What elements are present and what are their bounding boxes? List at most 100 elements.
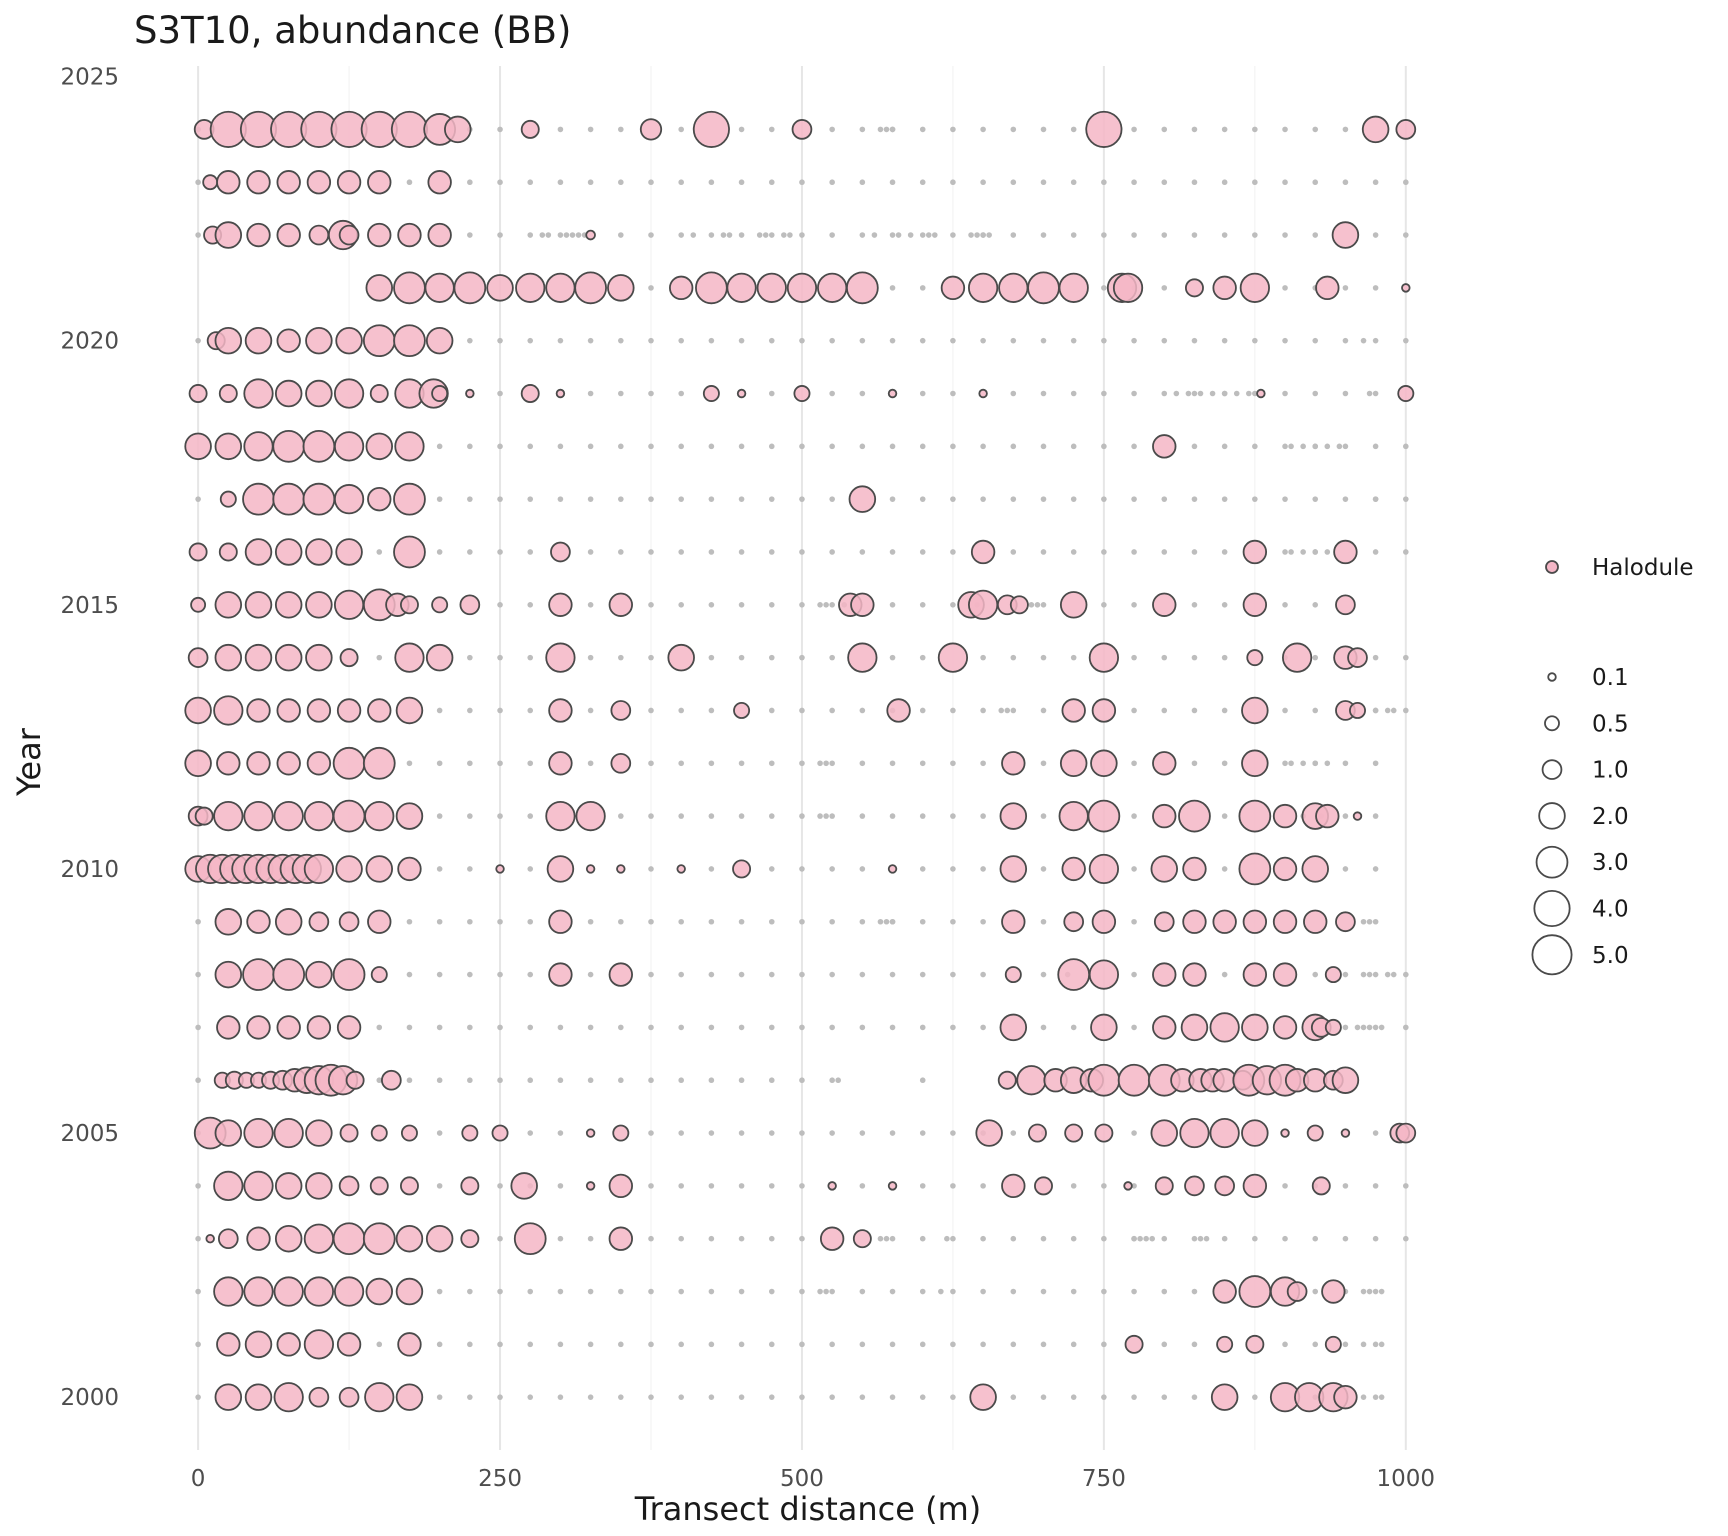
data-point [453,271,487,305]
absent-marker [1191,549,1198,555]
absent-marker [756,232,763,238]
absent-marker [1161,232,1168,238]
data-point [1239,272,1270,303]
absent-marker [980,866,986,872]
absent-marker [859,813,866,819]
absent-marker [799,971,805,978]
data-point [460,1229,480,1249]
absent-marker [557,496,564,502]
absent-marker [883,918,890,925]
data-point [336,698,362,723]
absent-markers [195,126,1409,1400]
absent-marker [1101,602,1107,608]
absent-marker [799,337,805,344]
absent-marker [376,549,383,555]
data-point [272,429,306,463]
absent-marker [1010,337,1017,344]
data-point [274,1172,303,1200]
absent-marker [1312,1341,1319,1348]
absent-marker [980,179,986,186]
absent-marker [1403,549,1409,555]
absent-marker [768,443,775,450]
data-point [184,696,212,725]
absent-marker [1372,1288,1379,1295]
data-point [184,749,212,778]
absent-marker [1173,390,1180,397]
absent-marker [1131,496,1137,502]
absent-marker [618,179,624,186]
y-tick-labels: 2000 2005 2010 2015 2020 2025 [60,65,119,1412]
absent-marker [587,1341,594,1348]
absent-marker [738,232,745,238]
data-point [616,864,626,874]
data-point [692,110,730,148]
data-point [460,1176,480,1196]
absent-marker [1282,1341,1288,1348]
absent-marker [708,602,715,608]
y-tick-label: 2005 [60,1121,119,1147]
absent-marker [678,232,684,238]
absent-marker [1312,602,1319,608]
absent-marker [980,1341,986,1348]
absent-marker [1101,549,1107,555]
absent-marker [678,1183,684,1189]
absent-marker [859,1341,866,1348]
absent-marker [648,866,654,872]
data-point [369,384,389,403]
data-point [1088,853,1119,885]
data-point [1152,434,1177,459]
absent-marker [738,813,745,819]
absent-marker [1221,337,1228,344]
absent-marker [618,813,624,819]
data-point [187,647,209,668]
data-point [1286,1281,1308,1302]
absent-marker [1131,232,1137,238]
absent-marker [1403,1235,1409,1242]
absent-marker [1161,390,1168,397]
absent-marker [708,337,715,344]
data-point [520,119,540,139]
absent-marker [1101,285,1107,291]
data-point [303,1223,334,1254]
data-point [338,1175,360,1197]
legend-series: Halodule [1545,555,1694,581]
data-point [459,594,481,616]
absent-marker [1161,1341,1168,1348]
absent-marker [587,1235,594,1242]
absent-marker [889,971,896,978]
data-point [367,909,392,934]
absent-marker [648,232,654,238]
absent-marker [823,813,829,819]
absent-marker [1403,443,1409,450]
data-point [676,864,686,874]
data-point [393,271,426,305]
absent-marker [1282,179,1288,186]
absent-marker [799,654,805,661]
data-point [272,958,306,991]
absent-marker [708,1077,715,1084]
absent-marker [467,1024,473,1031]
absent-marker [1282,443,1288,450]
absent-marker [527,971,534,978]
absent-marker [738,602,745,608]
data-point [214,1119,243,1147]
absent-marker [436,971,443,978]
data-point [937,642,969,673]
absent-marker [1034,602,1041,608]
absent-marker [895,232,902,238]
absent-marker [497,126,503,133]
absent-marker [618,232,624,238]
absent-marker [587,707,594,714]
absent-marker [1252,1394,1258,1400]
absent-marker [1101,232,1107,238]
absent-marker [1221,443,1228,450]
data-point [244,1383,273,1411]
absent-marker [1070,443,1077,450]
absent-marker [1040,760,1047,767]
data-point [1315,275,1340,301]
data-point [978,388,988,399]
data-point [335,538,363,566]
absent-marker [1070,1235,1077,1242]
absent-marker [1342,179,1349,186]
absent-marker [925,232,932,238]
